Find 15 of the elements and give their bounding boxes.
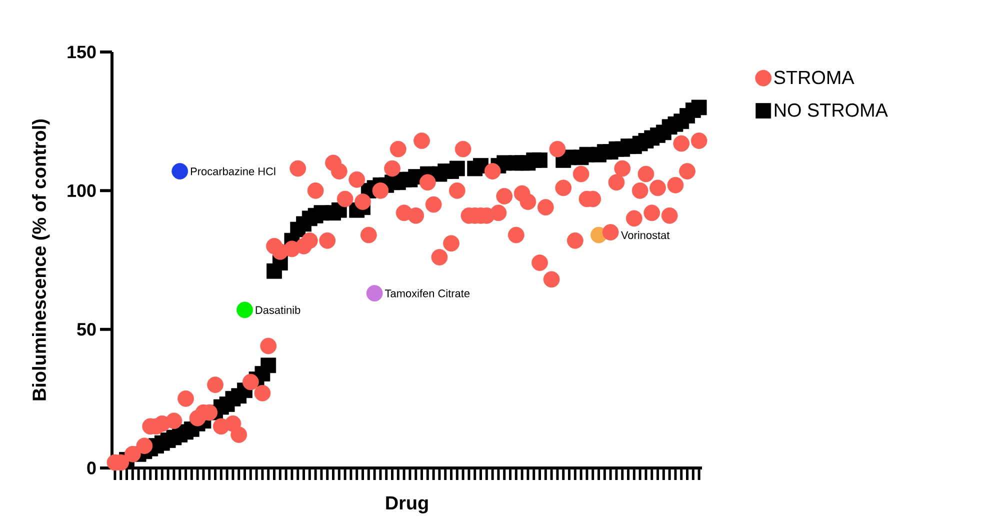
point (366, 285, 383, 302)
legend-label: STROMA (774, 70, 854, 84)
legend-label: NO STROMA (774, 103, 888, 117)
series-label: Vorinostat (621, 231, 670, 240)
y-axis-title: Bioluminescence (% of control) (32, 119, 50, 400)
y-tick-label: 0 (87, 462, 96, 474)
y-tick-label: 50 (77, 322, 96, 336)
x-axis-title: Drug (386, 496, 428, 514)
y-tick-label: 150 (68, 46, 96, 58)
point (172, 163, 188, 180)
series-label: Tamoxifen Citrate (385, 289, 470, 298)
y-tick-label: 100 (68, 184, 96, 198)
series-label: Dasatinib (256, 306, 300, 314)
series-label: Procarbazine HCl (190, 167, 276, 176)
point (236, 302, 253, 318)
